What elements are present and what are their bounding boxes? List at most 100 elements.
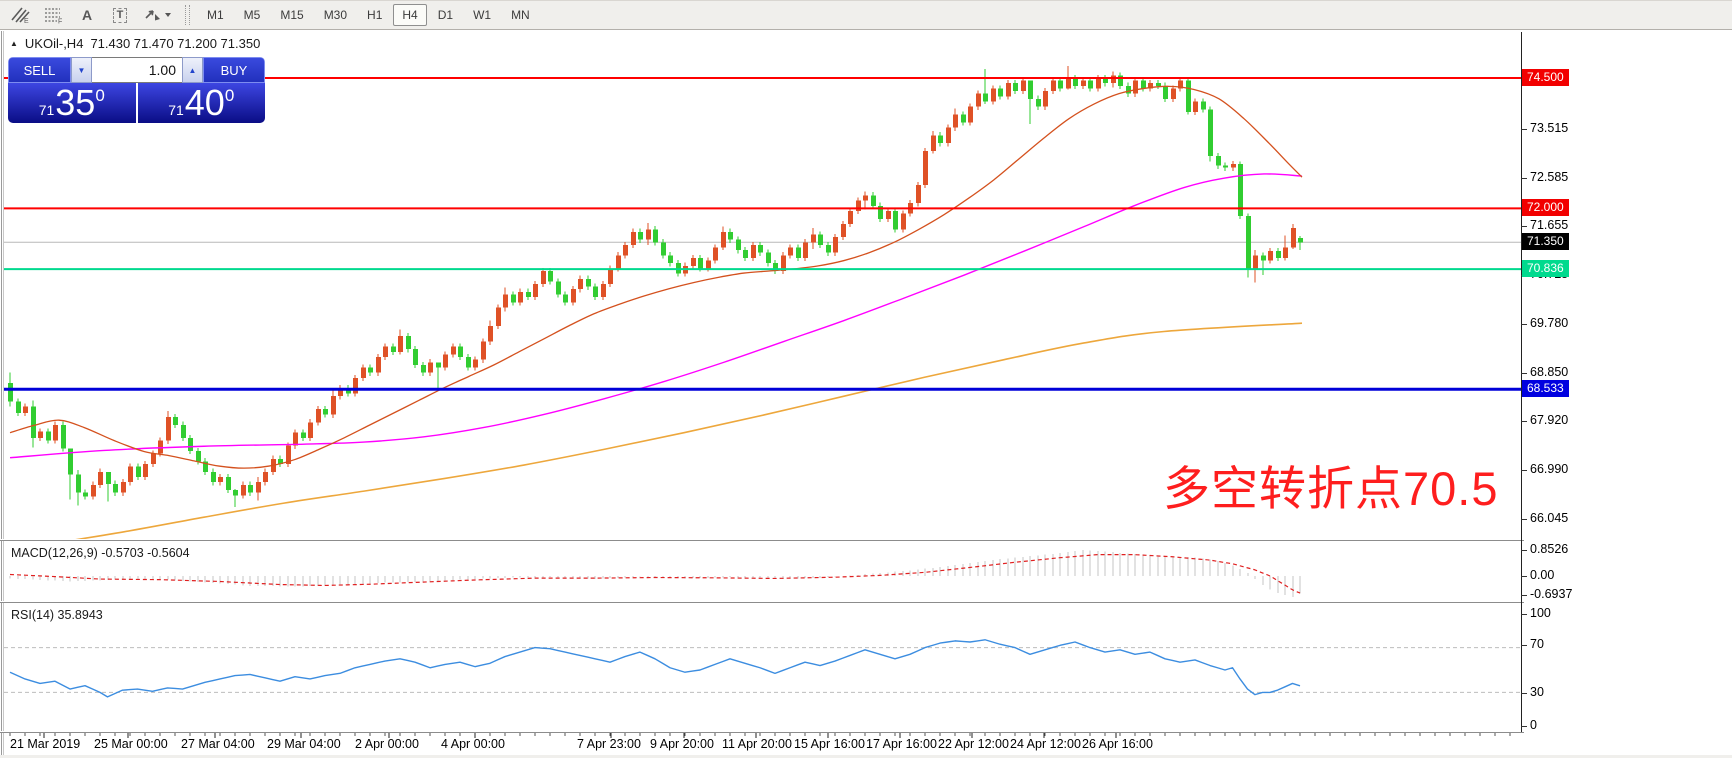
price-tick-label: 71.655	[1530, 218, 1569, 233]
price-tick-label: 68.850	[1530, 364, 1569, 379]
price-tick	[1521, 372, 1527, 374]
sell-price-pip: 0	[95, 86, 105, 105]
timeframe-button-h4[interactable]: H4	[393, 4, 427, 26]
price-tick-label: 67.920	[1530, 413, 1569, 428]
time-axis-label: 17 Apr 16:00	[866, 737, 937, 751]
pane-separator-2[interactable]	[0, 601, 1524, 603]
price-line-chip: 72.000	[1522, 199, 1569, 217]
ohlc-values: 71.430 71.470 71.200 71.350	[90, 36, 261, 51]
sell-price-handle: 71	[38, 102, 55, 118]
price-line-chip: 70.836	[1522, 260, 1569, 278]
symbol-period-label: UKOil-,H4	[24, 36, 84, 51]
macd-pane[interactable]	[4, 542, 1521, 601]
fibonacci-tool-button[interactable]: F	[39, 3, 69, 27]
text-box-tool-button[interactable]: T	[105, 3, 135, 27]
rsi-scale-tick	[1521, 645, 1527, 646]
volume-increase-button[interactable]: ▲	[182, 57, 203, 83]
price-tick	[1521, 519, 1527, 520]
timeframe-button-h1[interactable]: H1	[367, 8, 383, 22]
macd-scale-label: 0.8526	[1530, 542, 1569, 556]
rsi-scale-label: 100	[1530, 606, 1551, 620]
buy-price-display[interactable]: 71 40 0	[137, 82, 265, 123]
time-axis-label: 9 Apr 20:00	[650, 737, 714, 751]
time-axis-label: 7 Apr 23:00	[577, 737, 641, 751]
rsi-scale-tick	[1521, 614, 1527, 615]
time-axis-label: 11 Apr 20:00	[722, 737, 792, 751]
time-axis-label: 29 Mar 04:00	[267, 737, 341, 751]
buy-button[interactable]: BUY	[203, 57, 265, 83]
macd-scale-tick	[1521, 550, 1527, 551]
candlestick-chart[interactable]	[4, 32, 1521, 539]
sell-button[interactable]: SELL	[8, 57, 71, 83]
text-box-icon: T	[112, 7, 128, 23]
timeframe-button-w1[interactable]: W1	[473, 8, 492, 22]
macd-scale-label: -0.6937	[1530, 587, 1573, 601]
volume-decrease-button[interactable]: ▼	[71, 57, 92, 83]
timeframe-button-m5[interactable]: M5	[243, 8, 261, 22]
chart-text-annotation: 多空转折点70.5	[1163, 462, 1499, 515]
svg-text:E: E	[24, 18, 29, 24]
time-axis-label: 27 Mar 04:00	[181, 737, 255, 751]
rsi-chart[interactable]	[4, 604, 1521, 731]
price-tick-label: 72.585	[1530, 169, 1569, 184]
price-axis-border	[1521, 32, 1522, 732]
price-tick	[1521, 421, 1527, 423]
price-tick	[1521, 324, 1527, 326]
price-tick	[1521, 129, 1527, 131]
price-line-chip: 68.533	[1522, 380, 1569, 398]
price-line-chip: 74.500	[1522, 69, 1569, 86]
price-tick	[1521, 226, 1527, 228]
rsi-scale-label: 70	[1530, 637, 1544, 651]
one-click-trading-panel: SELL ▼ ▲ BUY 71 35 0 71 40 0	[8, 57, 265, 123]
text-label-tool-button[interactable]: A	[72, 3, 102, 27]
collapse-triangle-icon[interactable]: ▲	[10, 39, 18, 48]
sell-price-display[interactable]: 71 35 0	[8, 83, 138, 123]
toolbar: E F A T M1 M5 M15 M30 H1 H4 D1 W1 MN	[0, 0, 1732, 30]
buy-price-pip: 0	[224, 86, 235, 105]
price-tick-label: 73.515	[1530, 121, 1569, 136]
macd-chart[interactable]	[4, 542, 1521, 601]
price-tick	[1521, 177, 1527, 179]
time-axis-label: 24 Apr 12:00	[1010, 737, 1081, 751]
rsi-label: RSI(14) 35.8943	[11, 608, 103, 622]
timeframe-button-m1[interactable]: M1	[207, 8, 224, 22]
slow-ma	[75, 322, 1303, 539]
pane-separator[interactable]	[0, 539, 1524, 541]
svg-text:F: F	[58, 19, 62, 25]
medium-ma	[9, 173, 1303, 459]
timeframe-button-d1[interactable]: D1	[437, 8, 454, 22]
price-tick-label: 69.780	[1530, 316, 1569, 331]
rsi-scale-label: 0	[1530, 718, 1537, 732]
time-axis-label: 15 Apr 16:00	[794, 737, 865, 751]
sell-price-main: 35	[55, 82, 96, 123]
buy-price-main: 40	[184, 82, 225, 123]
rsi-pane[interactable]	[4, 604, 1521, 731]
price-tick-label: 66.990	[1530, 461, 1569, 476]
current-price-chip: 71.350	[1522, 233, 1569, 251]
time-axis-label: 22 Apr 12:00	[938, 737, 1009, 751]
text-label-icon: A	[81, 7, 93, 23]
time-axis-label: 2 Apr 00:00	[355, 737, 419, 751]
pitchfork-icon: E	[11, 7, 30, 24]
arrows-icon	[145, 10, 171, 21]
chevron-down-icon: ▼	[77, 65, 86, 75]
timeframe-button-m15[interactable]: M15	[280, 8, 304, 22]
price-tick	[1521, 469, 1527, 471]
arrows-tool-button[interactable]	[138, 3, 176, 27]
status-strip	[0, 755, 1732, 758]
pitchfork-tool-button[interactable]: E	[6, 3, 36, 27]
time-axis-label: 21 Mar 2019	[10, 737, 81, 751]
timeframe-button-m30[interactable]: M30	[323, 8, 348, 22]
fast-ma	[9, 85, 1303, 469]
symbol-header: ▲ UKOil-,H4 71.430 71.470 71.200 71.350	[10, 36, 260, 51]
macd-scale-tick	[1521, 595, 1527, 596]
volume-input[interactable]	[92, 57, 182, 83]
chevron-up-icon: ▲	[188, 65, 197, 75]
macd-label: MACD(12,26,9) -0.5703 -0.5604	[11, 546, 190, 560]
fibonacci-icon: F	[45, 8, 62, 25]
timeframe-button-mn[interactable]: MN	[511, 8, 530, 22]
toolbar-grip[interactable]	[185, 5, 190, 25]
macd-scale-label: 0.00	[1530, 568, 1555, 582]
time-axis-label: 25 Mar 00:00	[94, 737, 168, 751]
timeframe-group: M1 M5 M15 M30 H1 H4 D1 W1 MN	[198, 4, 541, 26]
